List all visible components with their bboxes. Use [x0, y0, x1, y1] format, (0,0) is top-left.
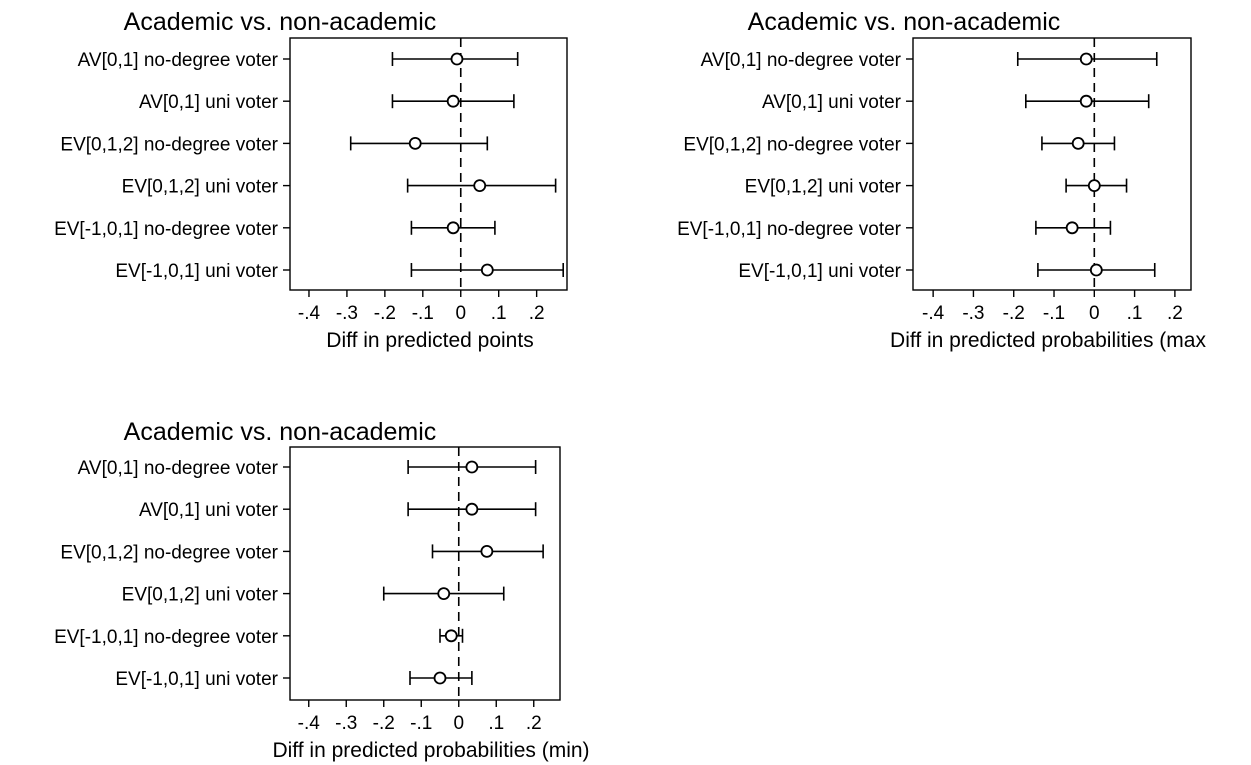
x-tick-label: .2	[1167, 303, 1183, 324]
category-label: AV[0,1] uni voter	[139, 500, 279, 521]
x-tick-label: -.2	[373, 713, 395, 734]
x-tick-label: -.1	[412, 303, 434, 324]
plot-frame	[912, 37, 1192, 291]
x-tick-label: .2	[526, 713, 542, 734]
x-tick-label: .1	[1127, 303, 1143, 324]
point-estimate	[408, 136, 422, 150]
category-label: EV[0,1,2] no-degree voter	[683, 134, 901, 155]
point-estimate	[465, 502, 479, 516]
category-label: AV[0,1] uni voter	[139, 92, 279, 113]
chart-title: Academic vs. non-academic	[748, 8, 1061, 36]
point-estimate	[480, 545, 494, 558]
x-tick-label: -.4	[298, 713, 321, 734]
chart-panel-academic-points: Academic vs. non-academic AV[0,1] no-degr…	[54, 8, 568, 352]
point-estimate	[1089, 263, 1103, 277]
category-label: AV[0,1] no-degree voter	[701, 50, 902, 71]
point-estimate	[1079, 52, 1093, 66]
point-estimate	[1071, 136, 1085, 150]
category-label: EV[-1,0,1] uni voter	[738, 261, 901, 282]
chart-panel-academic-prob-min: Academic vs. non-academic AV[0,1] no-degr…	[54, 418, 589, 762]
x-tick-label: 0	[455, 303, 466, 324]
chart-panel-academic-prob-max: Academic vs. non-academic AV[0,1] no-degr…	[677, 8, 1206, 352]
x-tick-label: -.3	[336, 303, 358, 324]
plot-frame	[289, 37, 568, 291]
point-estimate	[465, 460, 479, 474]
x-tick-label: 0	[453, 713, 464, 734]
x-tick-label: .1	[491, 303, 507, 324]
x-tick-label: -.2	[1003, 303, 1025, 324]
x-tick-label: -.3	[335, 713, 357, 734]
category-label: EV[0,1,2] no-degree voter	[60, 134, 278, 155]
category-label: EV[-1,0,1] uni voter	[115, 261, 278, 282]
point-estimate	[450, 52, 464, 66]
x-axis-label: Diff in predicted probabilities (max	[890, 329, 1206, 352]
category-label: EV[-1,0,1] no-degree voter	[677, 219, 902, 240]
point-estimate	[433, 671, 447, 685]
x-tick-label: .2	[529, 303, 545, 324]
x-tick-label: .1	[488, 713, 504, 734]
category-label: EV[-1,0,1] no-degree voter	[54, 627, 279, 648]
x-axis-label: Diff in predicted points	[326, 329, 533, 352]
point-estimate	[444, 629, 458, 643]
category-label: EV[0,1,2] uni voter	[122, 177, 279, 198]
chart-title: Academic vs. non-academic	[124, 418, 437, 446]
category-label: AV[0,1] no-degree voter	[78, 50, 279, 71]
point-estimate	[1065, 221, 1079, 235]
x-axis-label: Diff in predicted probabilities (min)	[272, 739, 589, 762]
category-label: AV[0,1] uni voter	[762, 92, 902, 113]
category-label: EV[0,1,2] no-degree voter	[60, 542, 278, 563]
x-tick-label: -.2	[374, 303, 396, 324]
category-label: EV[0,1,2] uni voter	[745, 177, 902, 198]
category-label: EV[-1,0,1] uni voter	[115, 669, 278, 690]
category-label: EV[0,1,2] uni voter	[122, 585, 279, 606]
x-tick-label: -.3	[962, 303, 984, 324]
plot-frame	[289, 446, 561, 701]
point-estimate	[1087, 179, 1101, 193]
x-tick-label: -.4	[298, 303, 321, 324]
x-tick-label: -.4	[922, 303, 945, 324]
point-estimate	[480, 263, 494, 277]
category-label: EV[-1,0,1] no-degree voter	[54, 219, 279, 240]
chart-title: Academic vs. non-academic	[124, 8, 437, 36]
point-estimate	[473, 179, 487, 193]
x-tick-label: -.1	[1043, 303, 1065, 324]
point-estimate	[437, 587, 451, 600]
point-estimate	[446, 221, 460, 235]
x-tick-label: 0	[1089, 303, 1100, 324]
point-estimate	[446, 94, 460, 108]
category-label: AV[0,1] no-degree voter	[78, 458, 279, 479]
point-estimate	[1079, 94, 1093, 108]
x-tick-label: -.1	[410, 713, 432, 734]
